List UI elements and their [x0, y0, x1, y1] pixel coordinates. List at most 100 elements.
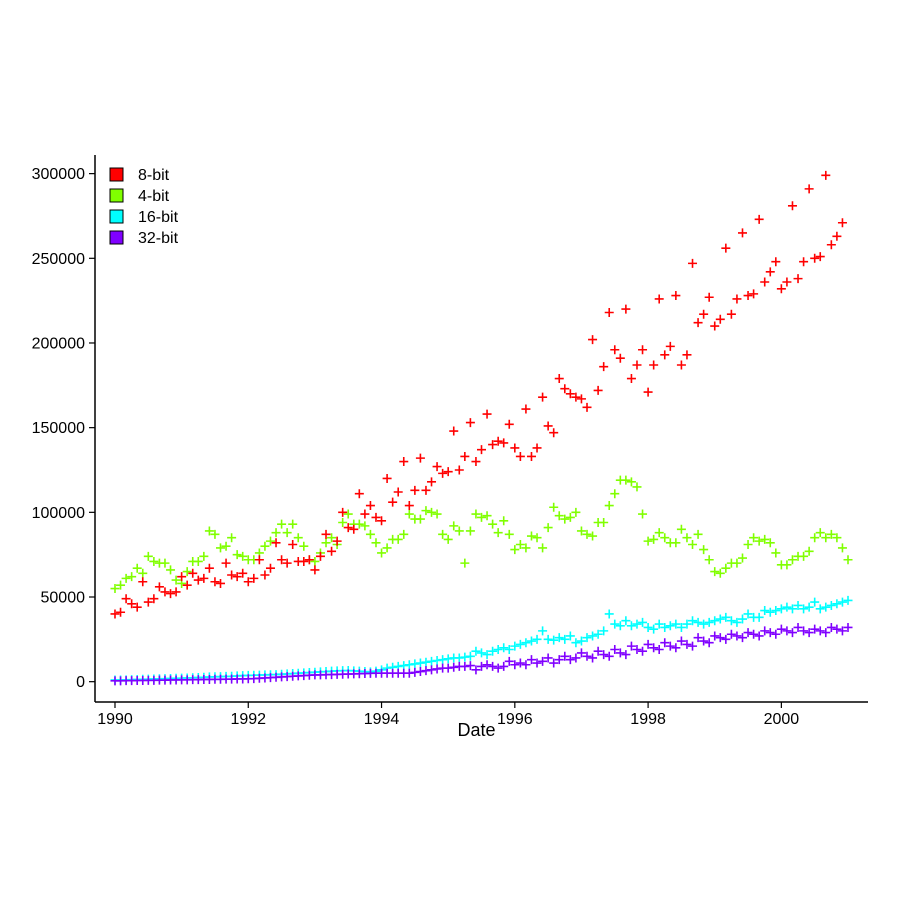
point-4-bit — [265, 536, 275, 546]
point-8-bit — [288, 540, 298, 550]
point-4-bit — [754, 536, 764, 546]
point-8-bit — [615, 353, 625, 363]
point-16-bit — [515, 639, 525, 649]
point-16-bit — [765, 607, 775, 617]
point-4-bit — [493, 528, 503, 538]
plot-points — [110, 170, 853, 686]
point-8-bit — [432, 462, 442, 472]
point-8-bit — [715, 314, 725, 324]
point-16-bit — [737, 614, 747, 624]
point-8-bit — [154, 582, 164, 592]
point-4-bit — [599, 517, 609, 527]
point-4-bit — [604, 501, 614, 511]
y-tick-label: 200000 — [32, 335, 85, 352]
y-tick-label: 150000 — [32, 420, 85, 437]
point-4-bit — [638, 509, 648, 519]
point-16-bit — [726, 616, 736, 626]
point-8-bit — [682, 350, 692, 360]
point-8-bit — [726, 309, 736, 319]
point-4-bit — [560, 514, 570, 524]
point-4-bit — [843, 555, 853, 565]
point-8-bit — [188, 568, 198, 578]
point-32-bit — [643, 639, 653, 649]
point-32-bit — [749, 629, 759, 639]
legend-label: 8-bit — [138, 167, 170, 184]
point-32-bit — [699, 636, 709, 646]
point-8-bit — [499, 438, 509, 448]
point-32-bit — [737, 633, 747, 643]
point-8-bit — [249, 573, 259, 583]
point-4-bit — [826, 529, 836, 539]
point-8-bit — [676, 360, 686, 370]
point-32-bit — [638, 646, 648, 656]
point-8-bit — [299, 556, 309, 566]
point-32-bit — [815, 626, 825, 636]
point-32-bit — [693, 633, 703, 643]
point-32-bit — [660, 638, 670, 648]
legend-label: 4-bit — [138, 188, 170, 205]
point-4-bit — [621, 475, 631, 485]
point-4-bit — [699, 545, 709, 555]
point-32-bit — [582, 651, 592, 661]
point-4-bit — [143, 551, 153, 561]
point-32-bit — [688, 641, 698, 651]
point-8-bit — [710, 321, 720, 331]
point-32-bit — [554, 655, 564, 665]
point-32-bit — [765, 628, 775, 638]
point-4-bit — [715, 568, 725, 578]
point-32-bit — [482, 660, 492, 670]
point-32-bit — [515, 658, 525, 668]
point-8-bit — [171, 587, 181, 597]
point-4-bit — [271, 528, 281, 538]
point-8-bit — [304, 555, 314, 565]
point-4-bit — [554, 511, 564, 521]
point-8-bit — [265, 563, 275, 573]
point-16-bit — [654, 619, 664, 629]
point-8-bit — [760, 277, 770, 287]
point-8-bit — [227, 570, 237, 580]
point-8-bit — [599, 362, 609, 372]
point-8-bit — [787, 201, 797, 211]
point-4-bit — [288, 519, 298, 529]
point-4-bit — [377, 548, 387, 558]
point-8-bit — [243, 577, 253, 587]
point-8-bit — [565, 389, 575, 399]
point-4-bit — [260, 541, 270, 551]
point-4-bit — [277, 519, 287, 529]
point-4-bit — [832, 533, 842, 543]
point-4-bit — [354, 519, 364, 529]
point-32-bit — [499, 661, 509, 671]
point-16-bit — [465, 651, 475, 661]
point-16-bit — [721, 612, 731, 622]
point-8-bit — [799, 257, 809, 267]
point-16-bit — [771, 606, 781, 616]
point-4-bit — [399, 529, 409, 539]
point-4-bit — [404, 509, 414, 519]
point-32-bit — [743, 628, 753, 638]
point-16-bit — [704, 617, 714, 627]
point-8-bit — [604, 307, 614, 317]
point-4-bit — [132, 563, 142, 573]
point-32-bit — [565, 655, 575, 665]
point-8-bit — [388, 497, 398, 507]
point-32-bit — [621, 650, 631, 660]
point-32-bit — [787, 628, 797, 638]
point-32-bit — [560, 651, 570, 661]
point-8-bit — [576, 394, 586, 404]
point-8-bit — [754, 214, 764, 224]
point-32-bit — [593, 646, 603, 656]
point-32-bit — [604, 651, 614, 661]
point-32-bit — [415, 667, 425, 677]
point-4-bit — [221, 541, 231, 551]
point-4-bit — [382, 543, 392, 553]
point-8-bit — [521, 404, 531, 414]
point-32-bit — [715, 633, 725, 643]
point-4-bit — [549, 502, 559, 512]
point-8-bit — [449, 426, 459, 436]
point-4-bit — [160, 558, 170, 568]
legend: 8-bit 4-bit 16-bit 32-bit — [109, 167, 179, 247]
point-8-bit — [360, 509, 370, 519]
point-4-bit — [693, 529, 703, 539]
point-4-bit — [227, 533, 237, 543]
point-4-bit — [193, 556, 203, 566]
